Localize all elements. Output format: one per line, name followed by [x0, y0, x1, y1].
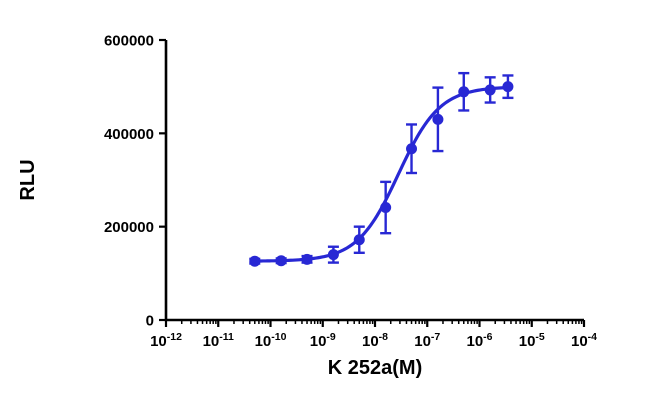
x-tick-label: 10-12: [150, 331, 182, 350]
axis-line: [164, 40, 584, 322]
data-point: [484, 84, 496, 96]
x-tick-label: 10-11: [203, 331, 234, 350]
y-tick-label: 400000: [104, 126, 154, 143]
data-point: [406, 143, 418, 155]
data-point: [327, 249, 339, 261]
x-tick-label: 10-4: [571, 331, 597, 350]
x-axis-title: K 252a(M): [327, 357, 423, 379]
x-tick-label: 10-6: [466, 331, 492, 350]
x-tick-label: 10-8: [362, 331, 388, 350]
fit-curve: [253, 85, 510, 263]
y-tick-label: 200000: [104, 219, 154, 236]
x-tick-label: 10-5: [519, 331, 545, 350]
data-point: [380, 202, 392, 214]
data-point: [249, 255, 261, 267]
data-point: [275, 255, 287, 267]
data-point: [502, 81, 514, 93]
y-axis-title: RLU: [17, 159, 39, 201]
data-point: [432, 113, 444, 125]
y-tick-label: 600000: [104, 33, 154, 50]
data-point: [458, 86, 470, 98]
x-tick-label: 10-7: [414, 331, 440, 350]
data-point: [353, 234, 365, 246]
x-tick-label: 10-10: [255, 331, 287, 350]
data-point: [301, 253, 313, 265]
y-tick-label: 0: [146, 313, 154, 330]
x-tick-label: 10-9: [310, 331, 336, 350]
